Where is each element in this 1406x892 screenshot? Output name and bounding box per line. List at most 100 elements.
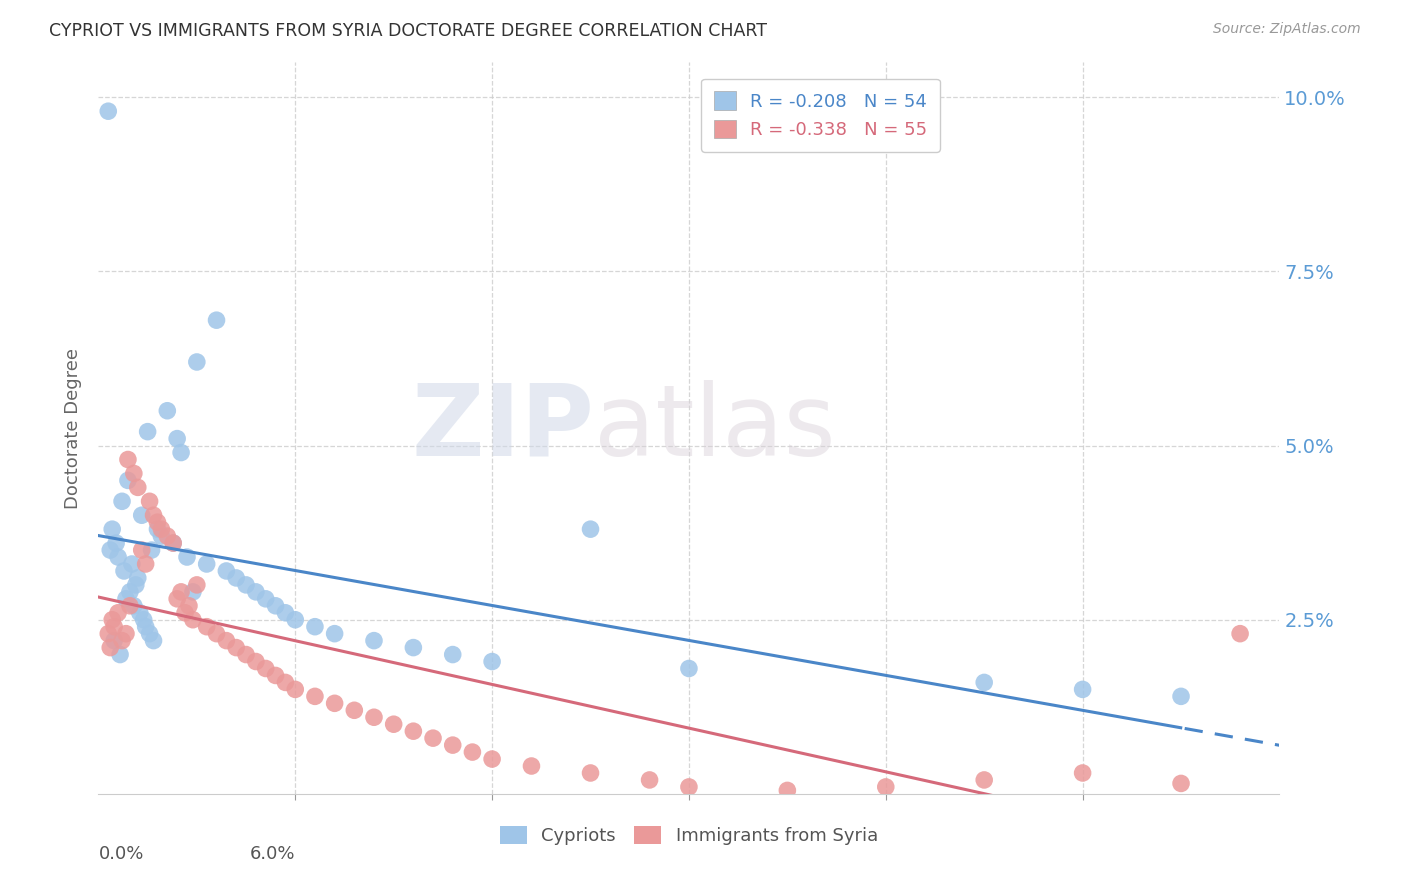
Point xyxy=(111,633,134,648)
Point xyxy=(274,606,297,620)
Point xyxy=(170,585,193,599)
Point xyxy=(254,591,277,606)
Point xyxy=(678,780,700,794)
Text: Source: ZipAtlas.com: Source: ZipAtlas.com xyxy=(1213,22,1361,37)
Point xyxy=(122,467,145,481)
Point xyxy=(875,780,897,794)
Point xyxy=(422,731,444,746)
Point xyxy=(1071,766,1094,780)
Point xyxy=(136,425,159,439)
Point xyxy=(481,752,503,766)
Point xyxy=(205,626,228,640)
Point xyxy=(343,703,366,717)
Point xyxy=(973,772,995,787)
Point xyxy=(304,620,326,634)
Point xyxy=(638,772,661,787)
Point xyxy=(115,591,138,606)
Text: ZIP: ZIP xyxy=(412,380,595,476)
Point xyxy=(195,620,218,634)
Point xyxy=(215,564,238,578)
Point xyxy=(181,585,204,599)
Point xyxy=(162,536,184,550)
Point xyxy=(118,599,141,613)
Point xyxy=(235,578,257,592)
Point xyxy=(150,522,173,536)
Point xyxy=(1170,690,1192,704)
Point xyxy=(323,626,346,640)
Point xyxy=(215,633,238,648)
Point xyxy=(146,515,169,529)
Point xyxy=(115,626,138,640)
Point xyxy=(156,403,179,417)
Text: 0.0%: 0.0% xyxy=(98,845,143,863)
Point xyxy=(174,606,197,620)
Legend: Cypriots, Immigrants from Syria: Cypriots, Immigrants from Syria xyxy=(491,817,887,855)
Point xyxy=(176,549,198,564)
Point xyxy=(142,633,165,648)
Point xyxy=(101,613,124,627)
Point xyxy=(304,690,326,704)
Point xyxy=(127,480,149,494)
Point xyxy=(128,606,150,620)
Point xyxy=(205,313,228,327)
Text: CYPRIOT VS IMMIGRANTS FROM SYRIA DOCTORATE DEGREE CORRELATION CHART: CYPRIOT VS IMMIGRANTS FROM SYRIA DOCTORA… xyxy=(49,22,768,40)
Point xyxy=(122,599,145,613)
Point xyxy=(225,571,247,585)
Point xyxy=(108,648,131,662)
Point xyxy=(284,613,307,627)
Point xyxy=(166,432,188,446)
Point xyxy=(264,599,287,613)
Point xyxy=(150,529,173,543)
Point xyxy=(254,661,277,675)
Point xyxy=(776,783,799,797)
Point xyxy=(181,613,204,627)
Point xyxy=(98,640,121,655)
Point xyxy=(107,606,129,620)
Point xyxy=(138,626,160,640)
Point xyxy=(97,626,120,640)
Point xyxy=(107,549,129,564)
Point xyxy=(264,668,287,682)
Point xyxy=(98,543,121,558)
Point xyxy=(186,578,208,592)
Point xyxy=(520,759,543,773)
Point xyxy=(1071,682,1094,697)
Point xyxy=(284,682,307,697)
Point xyxy=(117,452,139,467)
Point xyxy=(177,599,200,613)
Y-axis label: Doctorate Degree: Doctorate Degree xyxy=(65,348,83,508)
Point xyxy=(170,445,193,459)
Point xyxy=(127,571,149,585)
Point xyxy=(973,675,995,690)
Point xyxy=(1170,776,1192,790)
Point xyxy=(382,717,405,731)
Point xyxy=(441,648,464,662)
Point xyxy=(441,738,464,752)
Point xyxy=(111,494,134,508)
Text: 6.0%: 6.0% xyxy=(250,845,295,863)
Point xyxy=(121,557,143,571)
Point xyxy=(245,655,267,669)
Point xyxy=(195,557,218,571)
Point xyxy=(461,745,484,759)
Point xyxy=(125,578,148,592)
Point xyxy=(141,543,163,558)
Point xyxy=(245,585,267,599)
Point xyxy=(678,661,700,675)
Text: atlas: atlas xyxy=(595,380,837,476)
Point xyxy=(363,710,385,724)
Point xyxy=(579,522,602,536)
Point xyxy=(105,536,128,550)
Point xyxy=(481,655,503,669)
Point xyxy=(135,557,157,571)
Point xyxy=(132,613,155,627)
Point xyxy=(103,620,125,634)
Point xyxy=(135,620,157,634)
Point xyxy=(402,724,425,739)
Point xyxy=(118,585,141,599)
Point xyxy=(146,522,169,536)
Point xyxy=(117,474,139,488)
Point xyxy=(131,543,153,558)
Point xyxy=(97,104,120,119)
Point xyxy=(162,536,184,550)
